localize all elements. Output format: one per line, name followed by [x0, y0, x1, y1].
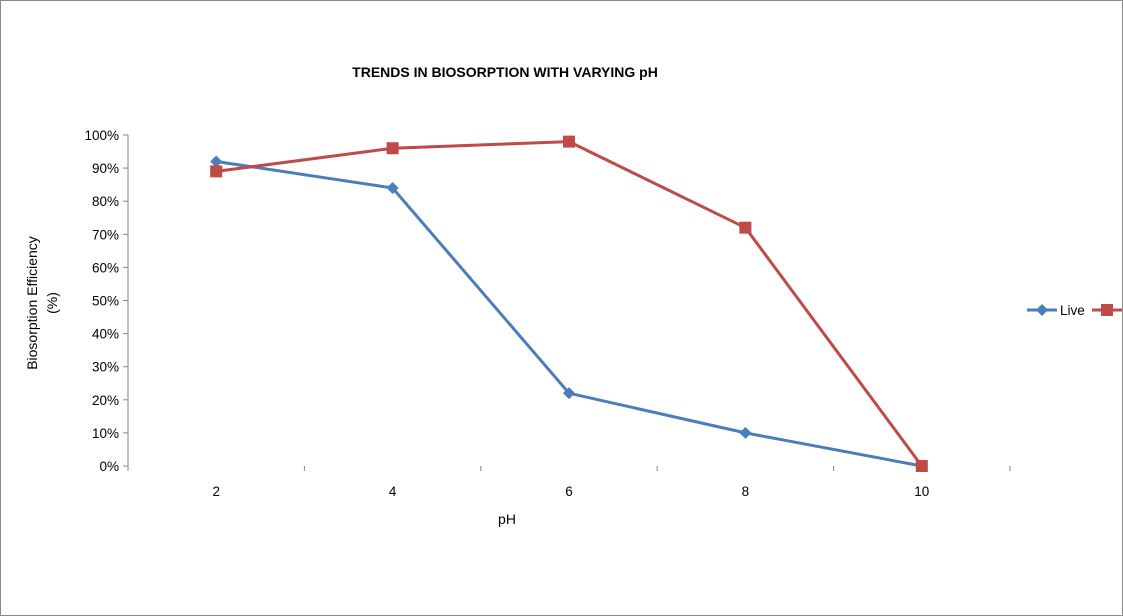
x-tick-label: 8 [742, 484, 750, 499]
y-tick-label: 0% [99, 459, 119, 474]
data-point-live [739, 426, 752, 439]
data-point-dead [386, 142, 399, 155]
y-tick-label: 100% [84, 128, 119, 143]
series-dead [210, 135, 928, 472]
legend-marker-live [1036, 304, 1048, 316]
legend: Live Dead [1027, 303, 1122, 318]
y-axis-label-line-1: Biosorption Efficiency [24, 236, 40, 370]
legend-marker-dead [1101, 304, 1113, 316]
y-tick-label: 10% [92, 426, 119, 441]
axes [123, 134, 1011, 471]
y-tick-label: 70% [92, 227, 119, 242]
y-tick-label: 50% [92, 294, 119, 309]
y-tick-label: 90% [92, 161, 119, 176]
x-tick-labels: 2 4 6 8 10 [212, 484, 929, 499]
data-point-dead [915, 460, 928, 472]
data-point-dead [739, 221, 752, 234]
y-tick-label: 60% [92, 260, 119, 275]
y-tick-label: 80% [92, 194, 119, 209]
series-layer [210, 135, 928, 472]
y-tick-labels: 0% 10% 20% 30% 40% 50% 60% 70% 80% 90% 100% [84, 128, 119, 474]
x-tick-label: 4 [389, 484, 397, 499]
x-tick-label: 10 [914, 484, 929, 499]
series-live [210, 155, 928, 472]
data-point-dead [563, 135, 575, 148]
legend-item-dead: Dead [1092, 304, 1122, 316]
y-tick-label: 40% [92, 327, 119, 342]
data-point-dead [210, 165, 223, 178]
chart-title: TRENDS IN BIOSORPTION WITH VARYING pH [352, 64, 658, 80]
legend-item-live: Live [1027, 303, 1085, 318]
y-tick-label: 20% [92, 393, 119, 408]
data-point-live [210, 155, 223, 168]
series-line-live [215, 159, 923, 468]
x-tick-label: 2 [212, 484, 220, 499]
series-line-dead [216, 140, 924, 467]
legend-label: Live [1060, 303, 1085, 318]
x-tick-label: 6 [565, 484, 573, 499]
data-point-live [386, 181, 399, 194]
y-axis-label: Biosorption Efficiency (%) [24, 236, 60, 370]
x-axis-label: pH [498, 511, 516, 527]
y-tick-label: 30% [92, 360, 119, 375]
data-point-live [563, 387, 575, 400]
y-axis-label-line-2: (%) [44, 292, 60, 314]
